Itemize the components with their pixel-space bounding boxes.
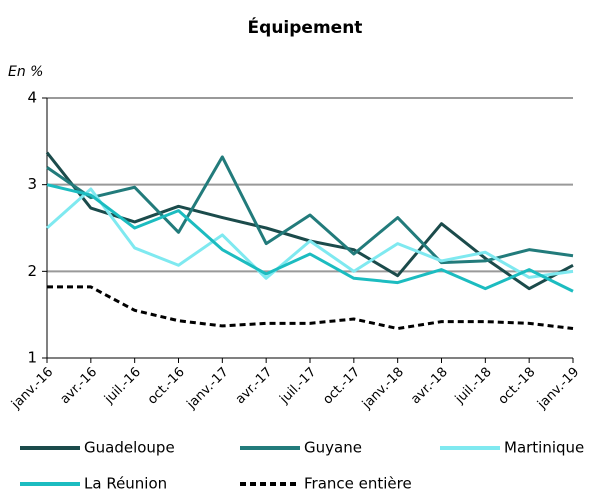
series-line: [46, 183, 574, 293]
chart-title: Équipement: [248, 16, 363, 38]
legend-label: Martinique: [504, 439, 584, 457]
legend-label: Guyane: [304, 439, 362, 457]
y-tick-label: 2: [27, 262, 37, 280]
x-tick-label: avr.-16: [58, 365, 101, 408]
legend-label: La Réunion: [84, 475, 167, 493]
series-line: [46, 155, 574, 265]
x-tick-label: avr.-17: [233, 365, 276, 408]
y-tick-label: 4: [27, 89, 37, 107]
legend-label: France entière: [304, 475, 412, 493]
x-tick-label: janv.-18: [359, 365, 407, 413]
legend-label: Guadeloupe: [84, 439, 175, 457]
x-tick-label: oct.-17: [320, 365, 363, 408]
x-tick-label: janv.-17: [184, 365, 232, 413]
y-axis-label: En %: [8, 64, 43, 80]
x-tick-label: janv.-19: [534, 365, 582, 413]
x-tick-label: avr.-18: [408, 365, 451, 408]
x-tick-label: juil.-16: [101, 365, 144, 408]
series-line: [47, 285, 574, 331]
x-tick-label: janv.-16: [8, 365, 56, 413]
x-tick-label: juil.-17: [277, 365, 320, 408]
y-tick-label: 3: [27, 175, 37, 193]
x-tick-label: oct.-16: [145, 365, 188, 408]
series-line: [46, 187, 574, 280]
x-tick-label: oct.-18: [496, 365, 539, 408]
x-tick-label: juil.-18: [452, 365, 495, 408]
y-tick-label: 1: [27, 349, 37, 367]
